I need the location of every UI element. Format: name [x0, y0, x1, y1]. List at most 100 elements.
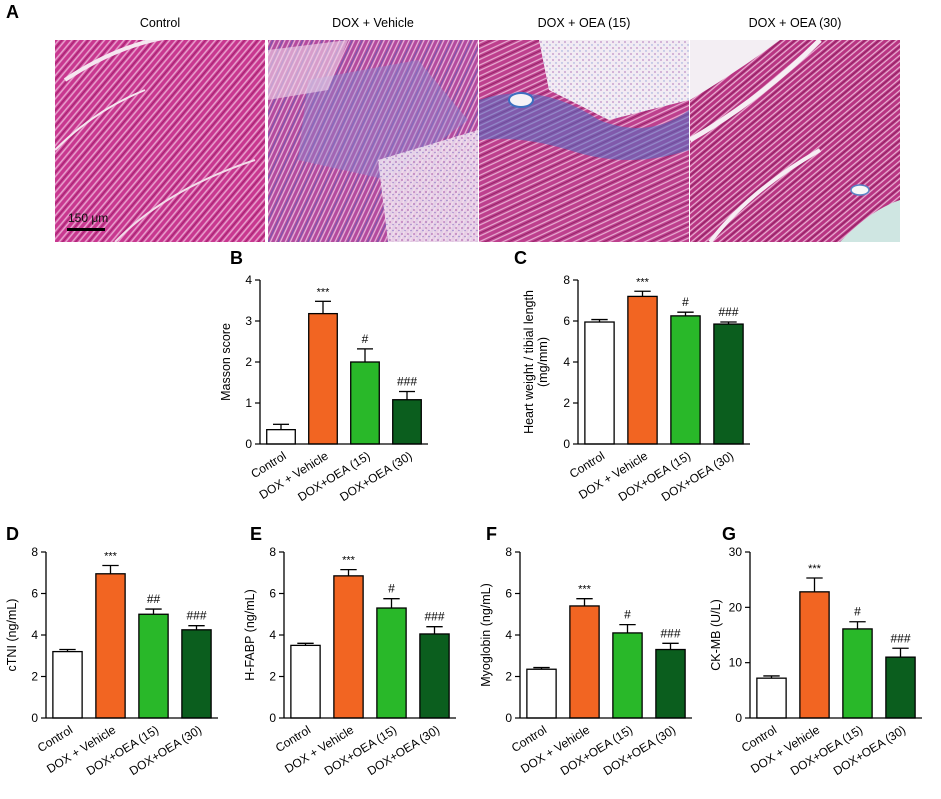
chart-e-hfabp: 0 2 4 6 8 H-FABP (ng/mL) Control *** DOX + Vehic…: [242, 540, 482, 794]
chart-c-heart-weight: 0 2 4 6 8 Heart weight / tibial length (mg/mm)…: [512, 270, 774, 520]
histology-image-oea15: [479, 40, 689, 242]
y-tick-label: 0: [735, 711, 742, 725]
y-tick-label: 4: [269, 628, 276, 642]
panel-letter-d: D: [6, 524, 19, 544]
y-tick-label: 4: [505, 628, 512, 642]
x-tick-label: DOX+OEA (30): [831, 723, 908, 779]
bar: [181, 629, 212, 719]
y-tick-label: 8: [31, 545, 38, 559]
histology-image-vehicle: [268, 40, 478, 242]
x-tick-label: DOX+OEA (30): [337, 449, 414, 505]
bar: [138, 613, 169, 719]
panel-letter-e: E: [250, 524, 263, 544]
bar: [392, 399, 422, 445]
y-tick-label: 8: [269, 545, 276, 559]
x-tick-label: DOX+OEA (15): [322, 723, 399, 779]
bar: [799, 591, 830, 719]
bar: [655, 648, 686, 719]
significance-label: ***: [578, 584, 592, 596]
histology-image-oea30: [690, 40, 900, 242]
significance-label: ***: [636, 276, 650, 288]
significance-label: ***: [808, 563, 822, 575]
bar: [584, 321, 615, 445]
bar: [569, 605, 600, 719]
significance-label: #: [682, 295, 689, 309]
y-tick-label: 6: [31, 587, 38, 601]
x-tick-label: DOX+OEA (30): [601, 723, 678, 779]
significance-label: ###: [424, 610, 444, 624]
x-tick-label: DOX+OEA (30): [127, 723, 204, 779]
bar: [627, 295, 658, 445]
significance-label: ***: [317, 286, 331, 298]
y-tick-label: 6: [505, 587, 512, 601]
x-tick-label: DOX+OEA (30): [659, 449, 736, 505]
histology-title-oea15: DOX + OEA (15): [537, 16, 631, 30]
bar: [52, 650, 83, 719]
bar: [376, 607, 407, 719]
y-axis-label: H-FABP (ng/mL): [243, 589, 257, 680]
bar: [419, 633, 450, 719]
y-tick-label: 2: [31, 670, 38, 684]
bar: [95, 573, 126, 719]
y-tick-label: 4: [31, 628, 38, 642]
histology-image-control: [55, 40, 265, 242]
bar: [350, 361, 380, 445]
y-axis-label: Masson score: [219, 323, 233, 401]
y-tick-label: 4: [563, 355, 570, 369]
bar: [526, 668, 557, 719]
y-tick-label: 0: [245, 437, 252, 451]
significance-label: ###: [890, 631, 910, 645]
y-axis-label: Myoglobin (ng/mL): [479, 583, 493, 687]
y-axis-label: Heart weight / tibial length: [522, 290, 536, 434]
x-tick-label: DOX+OEA (15): [616, 449, 693, 505]
significance-label: #: [362, 332, 369, 346]
panel-letter-f: F: [486, 524, 497, 544]
histology-title-vehicle: DOX + Vehicle: [332, 16, 414, 30]
x-tick-label: DOX+OEA (30): [365, 723, 442, 779]
y-tick-label: 10: [729, 656, 743, 670]
y-tick-label: 0: [563, 437, 570, 451]
y-tick-label: 6: [563, 314, 570, 328]
panel-letter-b: B: [230, 248, 243, 268]
bar: [290, 644, 321, 719]
y-tick-label: 30: [729, 545, 743, 559]
y-tick-label: 0: [269, 711, 276, 725]
bar: [266, 428, 296, 445]
histology-title-oea30: DOX + OEA (30): [748, 16, 842, 30]
y-tick-label: 6: [269, 587, 276, 601]
bar: [756, 677, 787, 719]
significance-label: ##: [147, 592, 161, 606]
bar: [885, 656, 916, 719]
panel-letter-c: C: [514, 248, 527, 268]
bar: [842, 628, 873, 719]
significance-label: #: [854, 605, 861, 619]
significance-label: ###: [718, 305, 738, 319]
y-tick-label: 8: [505, 545, 512, 559]
y-tick-label: 2: [269, 670, 276, 684]
chart-b-masson-score: 0 1 2 3 4 Masson score Control *** DOX + Vehicle…: [218, 270, 480, 520]
bar: [612, 632, 643, 719]
y-tick-label: 2: [563, 396, 570, 410]
y-tick-label: 1: [245, 396, 252, 410]
y-tick-label: 2: [505, 670, 512, 684]
y-axis-label: (mg/mm): [536, 337, 550, 387]
bar: [670, 315, 701, 445]
significance-label: ***: [104, 550, 118, 562]
significance-label: #: [388, 582, 395, 596]
chart-g-ckmb: 0 10 20 30 CK-MB (U/L) Control *** DOX + Vehicl…: [709, 540, 941, 794]
y-axis-label: CK-MB (U/L): [709, 599, 723, 671]
y-tick-label: 8: [563, 273, 570, 287]
bar: [713, 323, 744, 445]
chart-d-ctni: 0 2 4 6 8 cTNI (ng/mL) Control *** DOX + Vehicle…: [4, 540, 244, 794]
significance-label: ###: [186, 609, 206, 623]
y-tick-label: 0: [505, 711, 512, 725]
bar: [308, 312, 338, 445]
significance-label: #: [624, 608, 631, 622]
panel-letter-a: A: [6, 2, 19, 22]
x-tick-label: DOX+OEA (15): [84, 723, 161, 779]
scale-bar-label: 150 μm: [68, 211, 109, 225]
y-tick-label: 3: [245, 314, 252, 328]
y-tick-label: 4: [245, 273, 252, 287]
bar: [333, 575, 364, 719]
significance-label: ###: [397, 375, 417, 389]
